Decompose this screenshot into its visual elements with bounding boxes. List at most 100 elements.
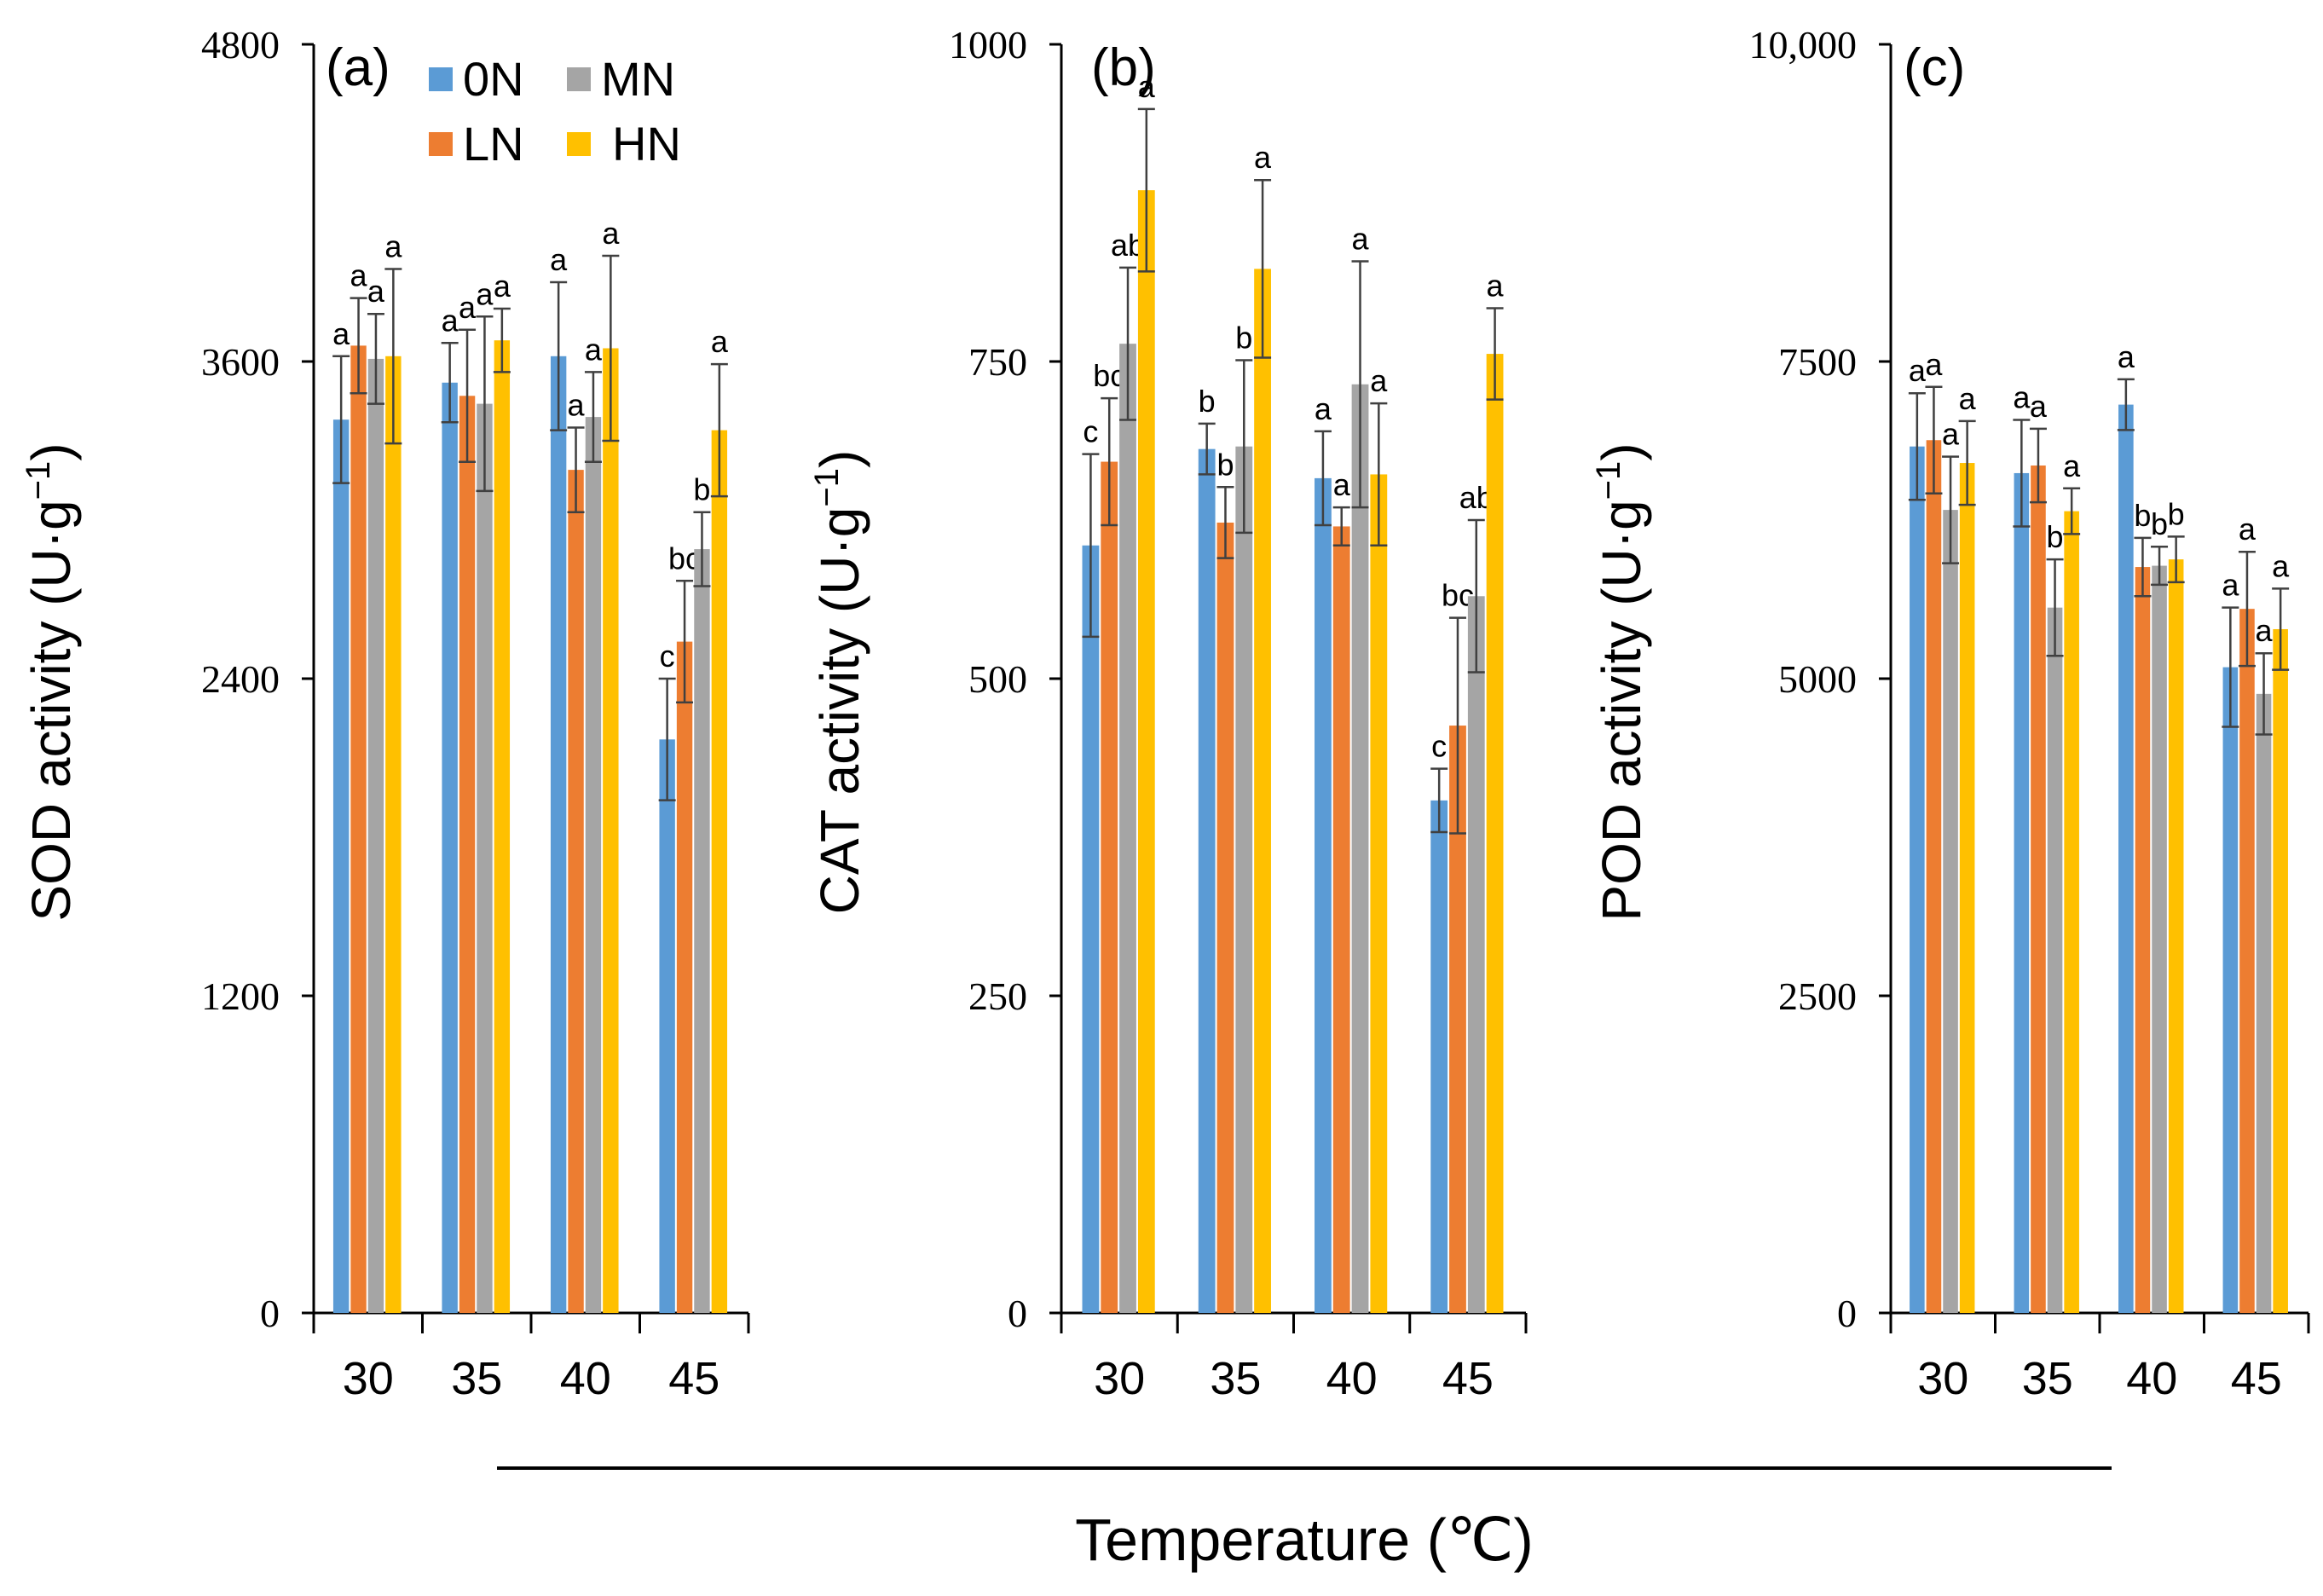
bar-mn-40 bbox=[2152, 565, 2167, 1313]
bar-hn-40 bbox=[1370, 474, 1388, 1313]
significance-letter: b bbox=[693, 472, 710, 507]
x-category-label: 35 bbox=[451, 1353, 502, 1404]
y-axis-title-exponent: −1 bbox=[1590, 461, 1627, 500]
y-axis-title: SOD activity (U·g−1) bbox=[20, 442, 82, 921]
bar-0n-30 bbox=[1910, 446, 1925, 1313]
significance-letter: a bbox=[350, 258, 368, 293]
significance-letter: b bbox=[2151, 506, 2168, 541]
bar-0n-35 bbox=[442, 382, 458, 1313]
legend-swatch-ln bbox=[429, 132, 453, 156]
bar-ln-40 bbox=[1332, 526, 1350, 1313]
significance-letter: b bbox=[1216, 447, 1234, 482]
y-tick-label: 250 bbox=[968, 974, 1027, 1018]
bar-ln-35 bbox=[1216, 522, 1234, 1313]
bar-hn-40 bbox=[603, 348, 619, 1313]
significance-letter: a bbox=[568, 388, 586, 423]
significance-letter: a bbox=[1925, 347, 1943, 382]
bar-0n-40 bbox=[1315, 477, 1332, 1313]
bar-ln-30 bbox=[350, 345, 367, 1313]
bar-ln-45 bbox=[676, 641, 693, 1313]
bar-mn-40 bbox=[1351, 384, 1369, 1314]
significance-letter: a bbox=[367, 274, 385, 309]
x-category-label: 30 bbox=[1094, 1353, 1145, 1404]
significance-letter: a bbox=[1942, 417, 1960, 452]
y-tick-label: 2400 bbox=[201, 657, 280, 701]
significance-letter: a bbox=[1959, 381, 1977, 416]
significance-letter: a bbox=[1370, 363, 1388, 398]
bar-mn-30 bbox=[1943, 510, 1958, 1313]
x-category-label: 30 bbox=[1917, 1353, 1968, 1404]
bar-ln-30 bbox=[1101, 461, 1118, 1313]
legend-label-0n: 0N bbox=[463, 52, 524, 106]
bar-hn-45 bbox=[1486, 354, 1504, 1313]
x-category-label: 40 bbox=[560, 1353, 611, 1404]
panel-label: (c) bbox=[1904, 38, 1965, 97]
significance-letter: a bbox=[585, 332, 603, 367]
legend-label-mn: MN bbox=[601, 52, 675, 106]
significance-letter: a bbox=[1254, 140, 1272, 175]
y-tick-label: 0 bbox=[260, 1292, 280, 1335]
y-tick-label: 0 bbox=[1837, 1292, 1857, 1335]
bar-ln-45 bbox=[2239, 609, 2255, 1313]
significance-letter: c bbox=[1083, 414, 1098, 449]
x-category-label: 40 bbox=[2126, 1353, 2177, 1404]
significance-letter: a bbox=[602, 216, 620, 251]
y-axis-title-close: ) bbox=[809, 450, 870, 468]
bar-ln-40 bbox=[568, 470, 584, 1313]
legend: 0N MN LN HN bbox=[429, 52, 681, 171]
significance-letter: a bbox=[1333, 467, 1351, 502]
bar-0n-35 bbox=[1198, 448, 1216, 1313]
bar-0n-45 bbox=[1430, 800, 1448, 1313]
significance-letter: a bbox=[2063, 448, 2081, 483]
bar-0n-30 bbox=[332, 419, 350, 1314]
y-axis-title-close: ) bbox=[1591, 442, 1652, 460]
panel-label: (b) bbox=[1091, 38, 1156, 97]
bar-mn-35 bbox=[477, 403, 493, 1314]
y-tick-label: 500 bbox=[968, 657, 1027, 701]
bar-0n-45 bbox=[2222, 667, 2239, 1313]
legend-label-ln: LN bbox=[463, 117, 524, 171]
significance-letter: b bbox=[2134, 498, 2151, 533]
y-tick-label: 4800 bbox=[201, 23, 280, 66]
significance-letter: a bbox=[332, 316, 350, 351]
bar-ln-40 bbox=[2135, 567, 2151, 1313]
x-category-label: 45 bbox=[2231, 1353, 2282, 1404]
significance-letter: a bbox=[2222, 568, 2239, 603]
significance-letter: a bbox=[1909, 353, 1927, 388]
significance-letter: a bbox=[1315, 391, 1332, 426]
y-tick-label: 7500 bbox=[1778, 340, 1857, 384]
bar-0n-30 bbox=[1082, 545, 1100, 1313]
y-axis-title-base: CAT activity (U·g bbox=[809, 507, 870, 915]
bar-hn-35 bbox=[2064, 511, 2079, 1313]
legend-label-hn: HN bbox=[612, 117, 681, 171]
x-category-label: 45 bbox=[1442, 1353, 1494, 1404]
y-axis-title: CAT activity (U·g−1) bbox=[808, 450, 870, 915]
bar-mn-30 bbox=[367, 358, 384, 1313]
bar-ln-35 bbox=[459, 396, 476, 1313]
y-tick-label: 5000 bbox=[1778, 657, 1857, 701]
significance-letter: a bbox=[550, 242, 568, 277]
y-axis-title-base: SOD activity (U·g bbox=[20, 500, 82, 921]
bar-mn-40 bbox=[585, 417, 602, 1314]
significance-letter: a bbox=[711, 324, 729, 359]
bar-hn-30 bbox=[1959, 463, 1975, 1313]
x-category-label: 35 bbox=[1210, 1353, 1261, 1404]
significance-letter: a bbox=[1487, 269, 1505, 304]
significance-letter: b bbox=[1199, 384, 1216, 419]
y-tick-label: 1000 bbox=[949, 23, 1027, 66]
bar-mn-45 bbox=[1467, 596, 1485, 1313]
panel-b: 02505007501000cbcaba30bbba35aaaa40cbcaba… bbox=[808, 23, 1528, 1404]
significance-letter: c bbox=[1431, 729, 1447, 764]
bar-mn-35 bbox=[2047, 607, 2063, 1313]
bar-hn-30 bbox=[385, 356, 402, 1313]
y-tick-label: 0 bbox=[1008, 1292, 1027, 1335]
significance-letter: b bbox=[2047, 519, 2064, 554]
bar-hn-35 bbox=[1254, 269, 1271, 1314]
significance-letter: c bbox=[660, 639, 675, 674]
panel-label: (a) bbox=[326, 38, 390, 97]
significance-letter: a bbox=[2272, 548, 2290, 583]
y-tick-label: 10,000 bbox=[1749, 23, 1858, 66]
legend-swatch-mn bbox=[567, 67, 591, 91]
